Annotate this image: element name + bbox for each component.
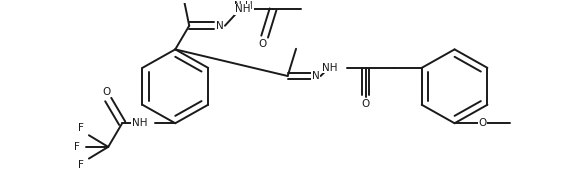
Text: N: N [234,2,241,12]
Text: F: F [74,142,80,152]
Text: F: F [78,123,84,133]
Text: N: N [216,21,224,31]
Text: O: O [362,99,370,109]
Text: O: O [259,39,267,49]
Text: N: N [312,71,319,81]
Text: NH: NH [234,4,250,14]
Text: NH: NH [323,63,338,73]
Text: O: O [478,118,487,128]
Text: NH: NH [132,118,147,128]
Text: O: O [102,87,110,97]
Text: F: F [78,160,84,170]
Text: H: H [245,2,253,12]
